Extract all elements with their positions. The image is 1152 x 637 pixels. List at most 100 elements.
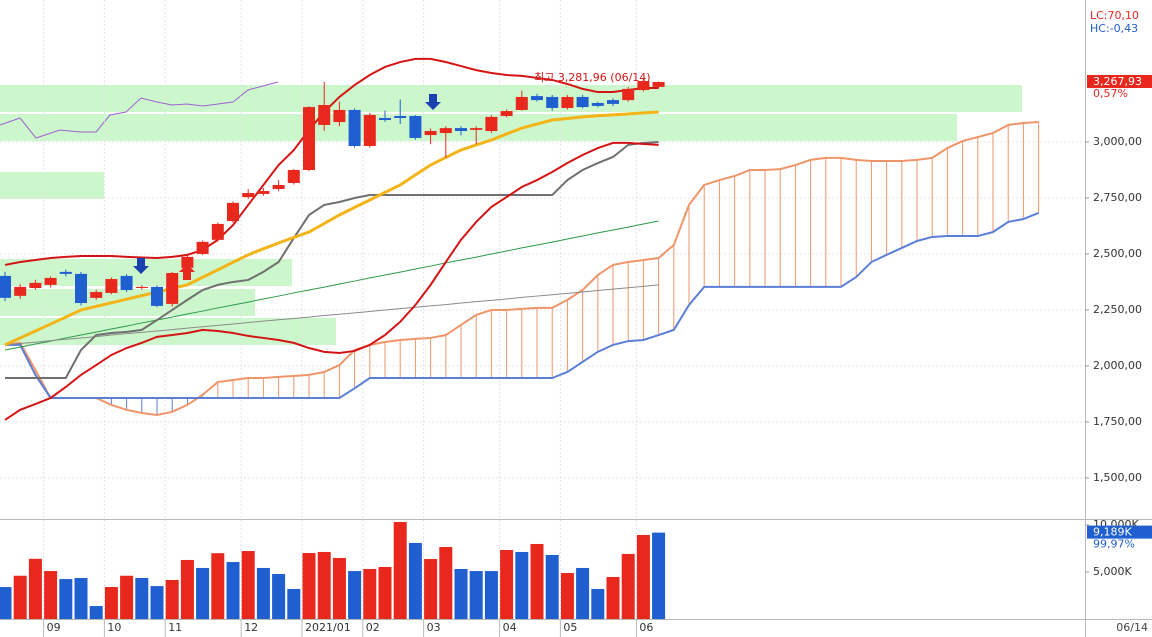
sell-arrow (133, 258, 149, 274)
volume-ratio: 99,97% (1093, 538, 1135, 551)
candle-body (394, 116, 407, 119)
candle-body (0, 275, 11, 298)
candle-body (333, 109, 346, 123)
candle-body (591, 103, 604, 106)
volume-bar (135, 578, 149, 619)
candle-body (44, 277, 57, 285)
volume-bar (104, 587, 118, 619)
candle-body (652, 81, 665, 87)
current-date: 06/14 (1116, 621, 1148, 634)
profile-band (0, 85, 1022, 112)
volume-bar (180, 559, 194, 619)
volume-bar (317, 551, 331, 619)
change-label: 0,57% (1093, 87, 1128, 100)
volume-bar (500, 549, 514, 619)
candle-body (59, 271, 72, 274)
candle-body (637, 81, 650, 91)
x-tick-label: 11 (168, 621, 182, 634)
candle-body (227, 202, 239, 222)
candle-body (439, 128, 452, 134)
span-a-line (4, 121, 1039, 416)
candle-body (470, 128, 483, 130)
high-note: 최고 3,281,96 (06/14) (534, 71, 651, 84)
volume-bar (272, 573, 286, 619)
candle-body (561, 96, 574, 108)
profile-band (0, 289, 255, 316)
candle-body (318, 105, 331, 125)
candle-body (29, 282, 42, 289)
volume-bar (363, 568, 377, 619)
volume-bar (484, 571, 498, 619)
candle-body (607, 100, 619, 104)
volume-bar (424, 559, 438, 619)
volume-bar (560, 573, 574, 619)
x-tick-label: 02 (366, 621, 380, 634)
volume-bar (576, 567, 590, 619)
overlay-line (4, 110, 659, 347)
volume-bar (196, 567, 210, 619)
candle-body (303, 107, 315, 170)
volume-bar (256, 567, 270, 619)
candle-body (531, 96, 543, 101)
volume-bar (439, 546, 453, 619)
x-tick-label: 10 (107, 621, 121, 634)
volume-bar (59, 579, 73, 619)
volume-bar (0, 587, 12, 619)
candle-body (485, 116, 498, 132)
price-label: 3,267,93 (1093, 75, 1142, 88)
overlay-line (4, 284, 659, 346)
candle-body (424, 131, 437, 136)
candle-body (500, 111, 513, 117)
volume-bar (226, 562, 240, 619)
candle-body (348, 109, 361, 147)
overlay-line (4, 220, 659, 351)
volume-bar (621, 553, 635, 619)
buy-arrow (179, 264, 195, 280)
volume-bar (13, 575, 27, 619)
y-tick-label: 5,000K (1093, 565, 1132, 578)
volume-bar (393, 521, 407, 619)
volume-bar (165, 579, 179, 619)
y-tick-label: 3,000,00 (1093, 135, 1142, 148)
volume-bar (28, 558, 42, 619)
volume-bar (150, 586, 164, 619)
candle-body (120, 275, 133, 291)
x-tick-label: 04 (503, 621, 517, 634)
volume-bar (89, 606, 103, 619)
x-tick-label: 05 (563, 621, 577, 634)
volume-bar (515, 551, 529, 619)
volume-bar (454, 568, 468, 619)
span-b-line (5, 212, 1039, 399)
y-tick-label: 2,000,00 (1093, 359, 1142, 372)
volume-bar (408, 542, 422, 619)
candle-body (90, 292, 103, 298)
candle-body (151, 286, 163, 306)
candle-body (196, 241, 209, 254)
candle-body (287, 169, 300, 183)
volume-bar (348, 571, 362, 619)
candle-body (14, 286, 27, 296)
candle-body (546, 96, 559, 108)
candle-body (622, 88, 635, 101)
candle-body (105, 279, 118, 293)
volume-bar (241, 551, 255, 619)
y-tick-label: 1,750,00 (1093, 415, 1142, 428)
sell-arrow (425, 94, 441, 110)
volume-label: 9,189K (1093, 526, 1132, 539)
candle-body (576, 96, 589, 108)
volume-bar (120, 575, 134, 619)
candle-body (272, 184, 285, 190)
volume-box (1087, 525, 1152, 539)
volume-bar (378, 567, 392, 619)
indicator-line (0, 81, 279, 139)
candle-body (166, 272, 179, 304)
candle-body (379, 118, 391, 121)
x-tick-label: 06 (639, 621, 653, 634)
volume-bar (211, 553, 225, 619)
volume-bar (545, 554, 559, 619)
hc-text: HC:-0,43 (1090, 22, 1138, 35)
candle-body (211, 223, 224, 240)
x-tick-label: 12 (244, 621, 258, 634)
